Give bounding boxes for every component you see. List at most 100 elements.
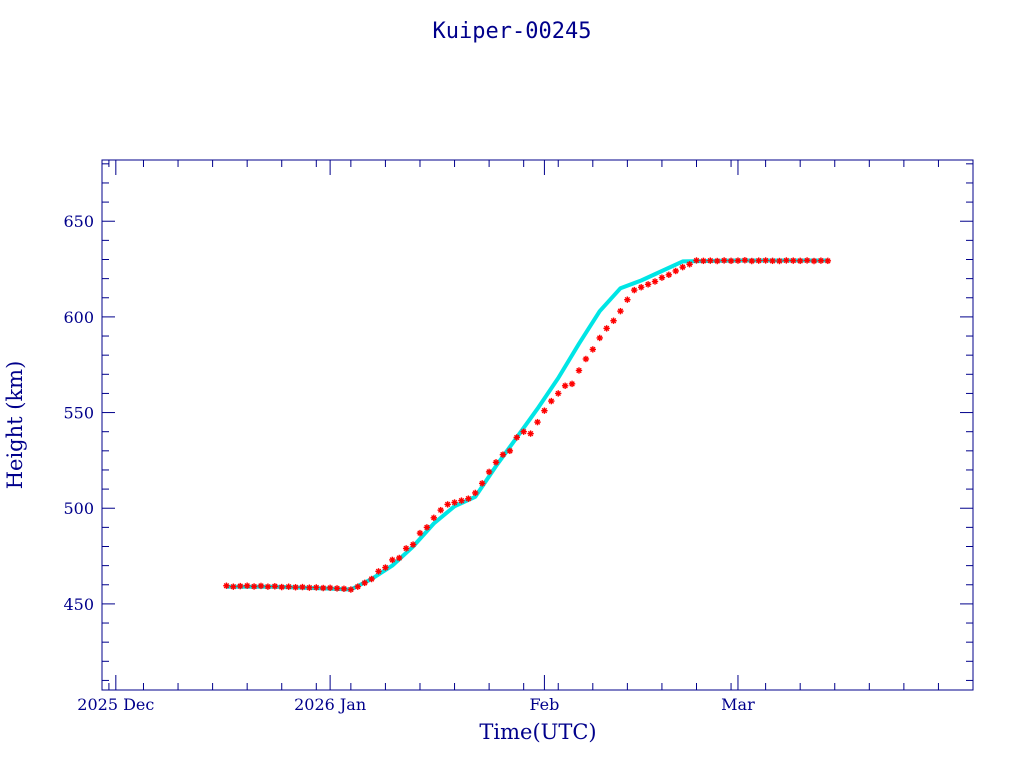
data-point	[292, 584, 299, 591]
data-point	[769, 257, 776, 265]
data-point	[527, 430, 534, 437]
data-point	[416, 529, 424, 537]
data-point	[243, 582, 251, 589]
data-point	[451, 499, 458, 506]
x-tick-label: 2025 Dec	[77, 695, 154, 714]
x-tick-label: 2026 Jan	[294, 695, 366, 714]
data-point	[617, 307, 624, 315]
y-tick-label: 500	[63, 499, 94, 518]
data-point	[610, 317, 617, 324]
data-point	[810, 257, 818, 265]
data-point	[506, 447, 514, 455]
data-point	[748, 257, 755, 265]
data-point	[693, 257, 700, 264]
fit-curve-layer	[226, 258, 828, 592]
data-point	[755, 257, 762, 264]
data-point	[499, 451, 507, 458]
data-point	[589, 346, 597, 353]
data-point	[796, 257, 804, 265]
data-point	[776, 257, 783, 265]
data-point	[347, 586, 355, 593]
data-point	[271, 583, 279, 590]
data-point	[762, 257, 769, 264]
data-point	[485, 468, 493, 476]
data-point	[679, 263, 686, 271]
data-point	[368, 575, 375, 583]
data-point	[326, 584, 334, 592]
data-point	[472, 489, 479, 497]
data-point	[492, 459, 500, 466]
data-point	[720, 257, 728, 264]
data-point	[783, 257, 790, 264]
data-point	[596, 334, 603, 342]
data-point	[803, 257, 811, 264]
x-tick-label: Mar	[721, 695, 755, 714]
observed-points-layer	[223, 257, 832, 593]
data-point	[389, 556, 396, 564]
data-point	[444, 501, 451, 508]
data-point	[714, 257, 721, 265]
chart-title: Kuiper-00245	[433, 19, 592, 44]
data-point	[278, 583, 285, 591]
y-tick-label: 600	[63, 308, 94, 327]
data-point	[478, 480, 486, 487]
data-point	[313, 584, 320, 591]
data-point	[257, 582, 265, 590]
y-tick-label: 450	[63, 595, 94, 614]
data-point	[354, 583, 361, 590]
data-point	[264, 583, 272, 590]
data-point	[299, 583, 306, 591]
data-point	[700, 257, 707, 265]
y-axis-label: Height (km)	[3, 361, 27, 490]
data-point	[396, 554, 403, 562]
data-point	[423, 524, 431, 531]
data-point	[624, 296, 631, 303]
data-point	[651, 278, 659, 285]
data-point	[631, 286, 638, 294]
data-point	[520, 428, 527, 435]
data-point	[430, 514, 438, 521]
data-point	[686, 261, 693, 268]
data-point	[250, 583, 258, 590]
plot-frame	[101, 159, 974, 691]
data-point	[734, 257, 742, 264]
data-point	[568, 380, 576, 388]
data-point	[665, 271, 673, 279]
data-point	[437, 506, 444, 514]
y-tick-label: 650	[63, 212, 94, 231]
axis-ticks: 450 500 550 600 650 2025 Dec 2026 Jan Feb Mar	[63, 160, 974, 714]
data-point	[361, 579, 368, 587]
data-point	[223, 582, 230, 589]
data-point	[824, 257, 832, 265]
data-point	[340, 585, 348, 592]
data-point	[561, 382, 569, 389]
data-point	[465, 495, 472, 502]
data-point	[644, 281, 652, 288]
data-point	[534, 418, 541, 426]
data-point	[306, 584, 313, 591]
data-point	[382, 564, 389, 571]
data-point	[548, 397, 555, 405]
data-point	[575, 367, 583, 374]
data-point	[707, 257, 714, 264]
data-point	[409, 541, 417, 548]
data-point	[285, 583, 292, 590]
data-point	[541, 407, 548, 414]
data-point	[637, 284, 645, 291]
data-point	[672, 267, 679, 275]
data-point	[658, 274, 666, 281]
x-axis-label: Time(UTC)	[479, 720, 596, 744]
data-point	[237, 582, 244, 590]
data-point	[603, 325, 610, 332]
data-point	[375, 568, 382, 575]
data-point	[513, 434, 520, 441]
y-tick-label: 550	[63, 404, 94, 423]
data-point	[402, 545, 410, 552]
data-point	[230, 583, 237, 590]
x-tick-label: Feb	[529, 695, 559, 714]
data-point	[333, 585, 341, 592]
data-point	[320, 584, 327, 592]
fit-curve	[226, 258, 828, 592]
data-point	[790, 257, 797, 264]
